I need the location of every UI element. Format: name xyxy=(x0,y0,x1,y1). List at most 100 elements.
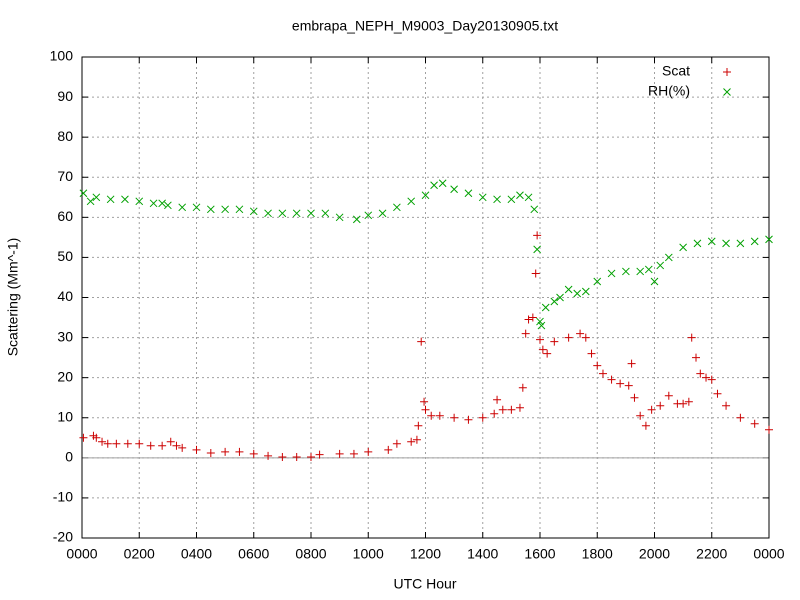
point xyxy=(493,395,502,404)
y-tick-label: 60 xyxy=(57,208,73,224)
x-tick-label: 0000 xyxy=(753,546,784,562)
point xyxy=(518,383,527,392)
point xyxy=(627,359,636,368)
point xyxy=(414,421,423,430)
point xyxy=(79,189,88,198)
point xyxy=(438,179,447,188)
x-tick-label: 1600 xyxy=(524,546,555,562)
point xyxy=(493,195,501,204)
point xyxy=(335,213,344,222)
point xyxy=(221,447,230,456)
point xyxy=(607,375,616,384)
y-tick-label: 40 xyxy=(57,288,73,304)
point xyxy=(149,199,158,208)
point xyxy=(292,209,301,218)
point xyxy=(765,425,773,434)
x-tick-label: 1000 xyxy=(353,546,384,562)
x-tick-label: 0800 xyxy=(295,546,326,562)
point xyxy=(507,195,516,204)
point xyxy=(516,191,524,200)
point xyxy=(135,197,144,206)
point xyxy=(166,437,175,446)
point xyxy=(736,413,745,422)
point xyxy=(292,453,301,462)
point xyxy=(722,239,730,248)
point xyxy=(92,193,101,202)
point xyxy=(679,243,687,252)
legend-label: Scat xyxy=(662,63,690,79)
point xyxy=(656,261,665,270)
legend-marker xyxy=(723,68,731,76)
point xyxy=(622,267,630,276)
point xyxy=(430,181,438,190)
legend-marker xyxy=(723,88,731,96)
point xyxy=(417,337,426,346)
point xyxy=(679,399,688,408)
legend-label: RH(%) xyxy=(648,83,690,99)
x-tick-label: 0400 xyxy=(181,546,212,562)
point xyxy=(515,403,524,412)
y-tick-label: -20 xyxy=(53,529,73,545)
x-tick-label: 0600 xyxy=(238,546,269,562)
point xyxy=(450,413,459,422)
point xyxy=(641,421,650,430)
y-tick-label: 50 xyxy=(57,248,73,264)
point xyxy=(702,373,711,382)
point xyxy=(593,277,602,286)
x-tick-label: 0000 xyxy=(66,546,97,562)
point xyxy=(249,207,258,216)
y-tick-label: -10 xyxy=(53,489,73,505)
point xyxy=(378,209,387,218)
point xyxy=(206,449,215,458)
point xyxy=(564,285,573,294)
point xyxy=(598,369,607,378)
point xyxy=(92,433,101,442)
x-tick-label: 1800 xyxy=(582,546,613,562)
point xyxy=(421,191,430,200)
point xyxy=(235,205,244,214)
point xyxy=(178,443,187,452)
point xyxy=(537,321,546,330)
point xyxy=(421,405,430,414)
point xyxy=(616,379,625,388)
point xyxy=(235,447,244,456)
point xyxy=(750,419,759,428)
point xyxy=(507,405,516,414)
point xyxy=(533,231,542,240)
y-tick-label: 0 xyxy=(65,449,73,465)
point xyxy=(490,409,499,418)
point xyxy=(478,413,487,422)
point xyxy=(593,361,602,370)
point xyxy=(736,239,745,248)
point xyxy=(696,369,705,378)
y-tick-label: 70 xyxy=(57,168,73,184)
point xyxy=(533,245,541,254)
point xyxy=(478,193,487,202)
y-tick-label: 100 xyxy=(50,48,74,64)
point xyxy=(384,445,393,454)
point xyxy=(407,437,416,446)
point xyxy=(707,375,716,384)
point xyxy=(538,345,547,354)
point xyxy=(536,335,544,344)
point xyxy=(407,197,416,206)
x-axis-label: UTC Hour xyxy=(393,576,456,592)
point xyxy=(79,433,88,442)
point xyxy=(206,205,215,214)
point xyxy=(103,439,112,448)
point xyxy=(158,441,167,450)
point xyxy=(420,397,429,406)
x-tick-label: 2200 xyxy=(696,546,727,562)
point xyxy=(647,405,656,414)
point xyxy=(450,185,458,194)
point xyxy=(524,193,533,202)
point xyxy=(264,451,273,460)
point xyxy=(707,237,716,246)
point xyxy=(86,197,95,206)
point xyxy=(264,209,272,218)
y-tick-label: 90 xyxy=(57,88,73,104)
point xyxy=(650,277,659,286)
point xyxy=(630,393,639,402)
point xyxy=(112,439,121,448)
